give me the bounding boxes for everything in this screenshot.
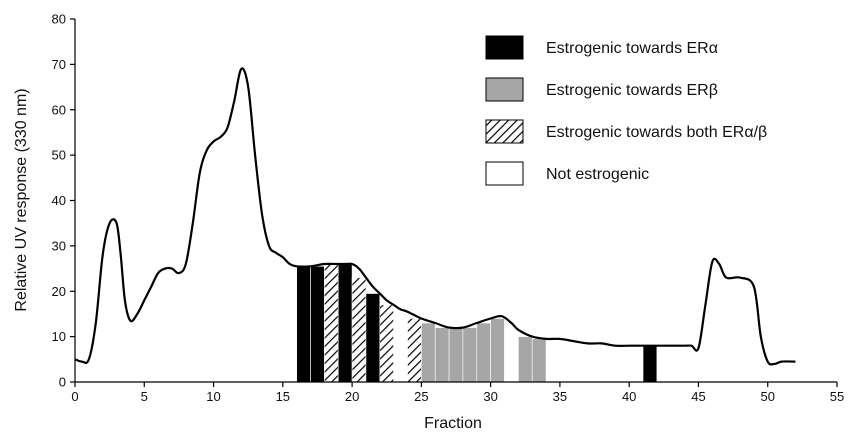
- fraction-bar-21: [365, 293, 381, 383]
- fraction-bar-33: [531, 338, 547, 383]
- legend: Estrogenic towards ERα Estrogenic towards…: [485, 35, 767, 186]
- fraction-bar-22: [379, 304, 394, 383]
- fraction-bars: [296, 263, 658, 383]
- fraction-bar-16: [296, 265, 311, 383]
- fraction-bar-29: [476, 322, 491, 383]
- x-tick-label-35: 35: [553, 389, 567, 404]
- y-axis-label: Relative UV response (330 nm): [13, 88, 30, 311]
- y-tick-label-10: 10: [52, 329, 66, 344]
- x-tick-label-55: 55: [830, 389, 844, 404]
- uv-response-curve: [74, 67, 796, 366]
- x-tick-label-30: 30: [483, 389, 497, 404]
- x-tick-label-15: 15: [276, 389, 290, 404]
- x-tick-label-5: 5: [141, 389, 148, 404]
- fraction-bar-17: [310, 265, 325, 383]
- legend-swatch-0: [485, 35, 524, 60]
- x-tick-label-25: 25: [414, 389, 428, 404]
- legend-label-0: Estrogenic towards ERα: [546, 40, 718, 57]
- x-tick-label-20: 20: [345, 389, 359, 404]
- y-tick-label-40: 40: [52, 193, 66, 208]
- x-tick-label-50: 50: [760, 389, 774, 404]
- legend-label-1: Estrogenic towards ERβ: [546, 82, 718, 99]
- y-tick-label-80: 80: [52, 12, 66, 27]
- fraction-bar-24: [407, 318, 422, 383]
- fraction-bar-18: [324, 263, 339, 383]
- x-tick-label-10: 10: [206, 389, 220, 404]
- legend-swatch-1: [485, 77, 524, 102]
- fraction-bar-32: [518, 336, 533, 383]
- fraction-bar-20: [351, 277, 367, 383]
- x-tick-label-0: 0: [71, 389, 78, 404]
- x-tick-label-45: 45: [691, 389, 705, 404]
- legend-swatch-3: [485, 161, 524, 186]
- fraction-bar-30: [490, 318, 505, 383]
- y-tick-label-60: 60: [52, 102, 66, 117]
- y-tick-label-20: 20: [52, 284, 66, 299]
- fraction-bar-23: [393, 311, 408, 383]
- x-axis-label: Fraction: [424, 415, 482, 432]
- fraction-bar-28: [462, 327, 478, 383]
- y-tick-label-70: 70: [52, 57, 66, 72]
- fraction-bar-41: [642, 345, 658, 383]
- fraction-bar-19: [337, 263, 353, 383]
- x-tick-label-40: 40: [622, 389, 636, 404]
- legend-label-3: Not estrogenic: [546, 166, 649, 183]
- fraction-bar-27: [448, 327, 464, 383]
- legend-swatch-2: [485, 119, 524, 144]
- y-tick-label-50: 50: [52, 148, 66, 163]
- axes: 0 5 10 15 20 25 30 35 40 45 50 55 0 10 20 30 40 50 60 70 80: [52, 12, 845, 405]
- fraction-bar-26: [434, 327, 450, 383]
- fraction-bar-31: [504, 329, 519, 383]
- legend-label-2: Estrogenic towards both ERα/β: [546, 124, 767, 141]
- fraction-bar-25: [421, 322, 436, 383]
- y-tick-label-30: 30: [52, 238, 66, 253]
- y-tick-label-0: 0: [59, 375, 66, 390]
